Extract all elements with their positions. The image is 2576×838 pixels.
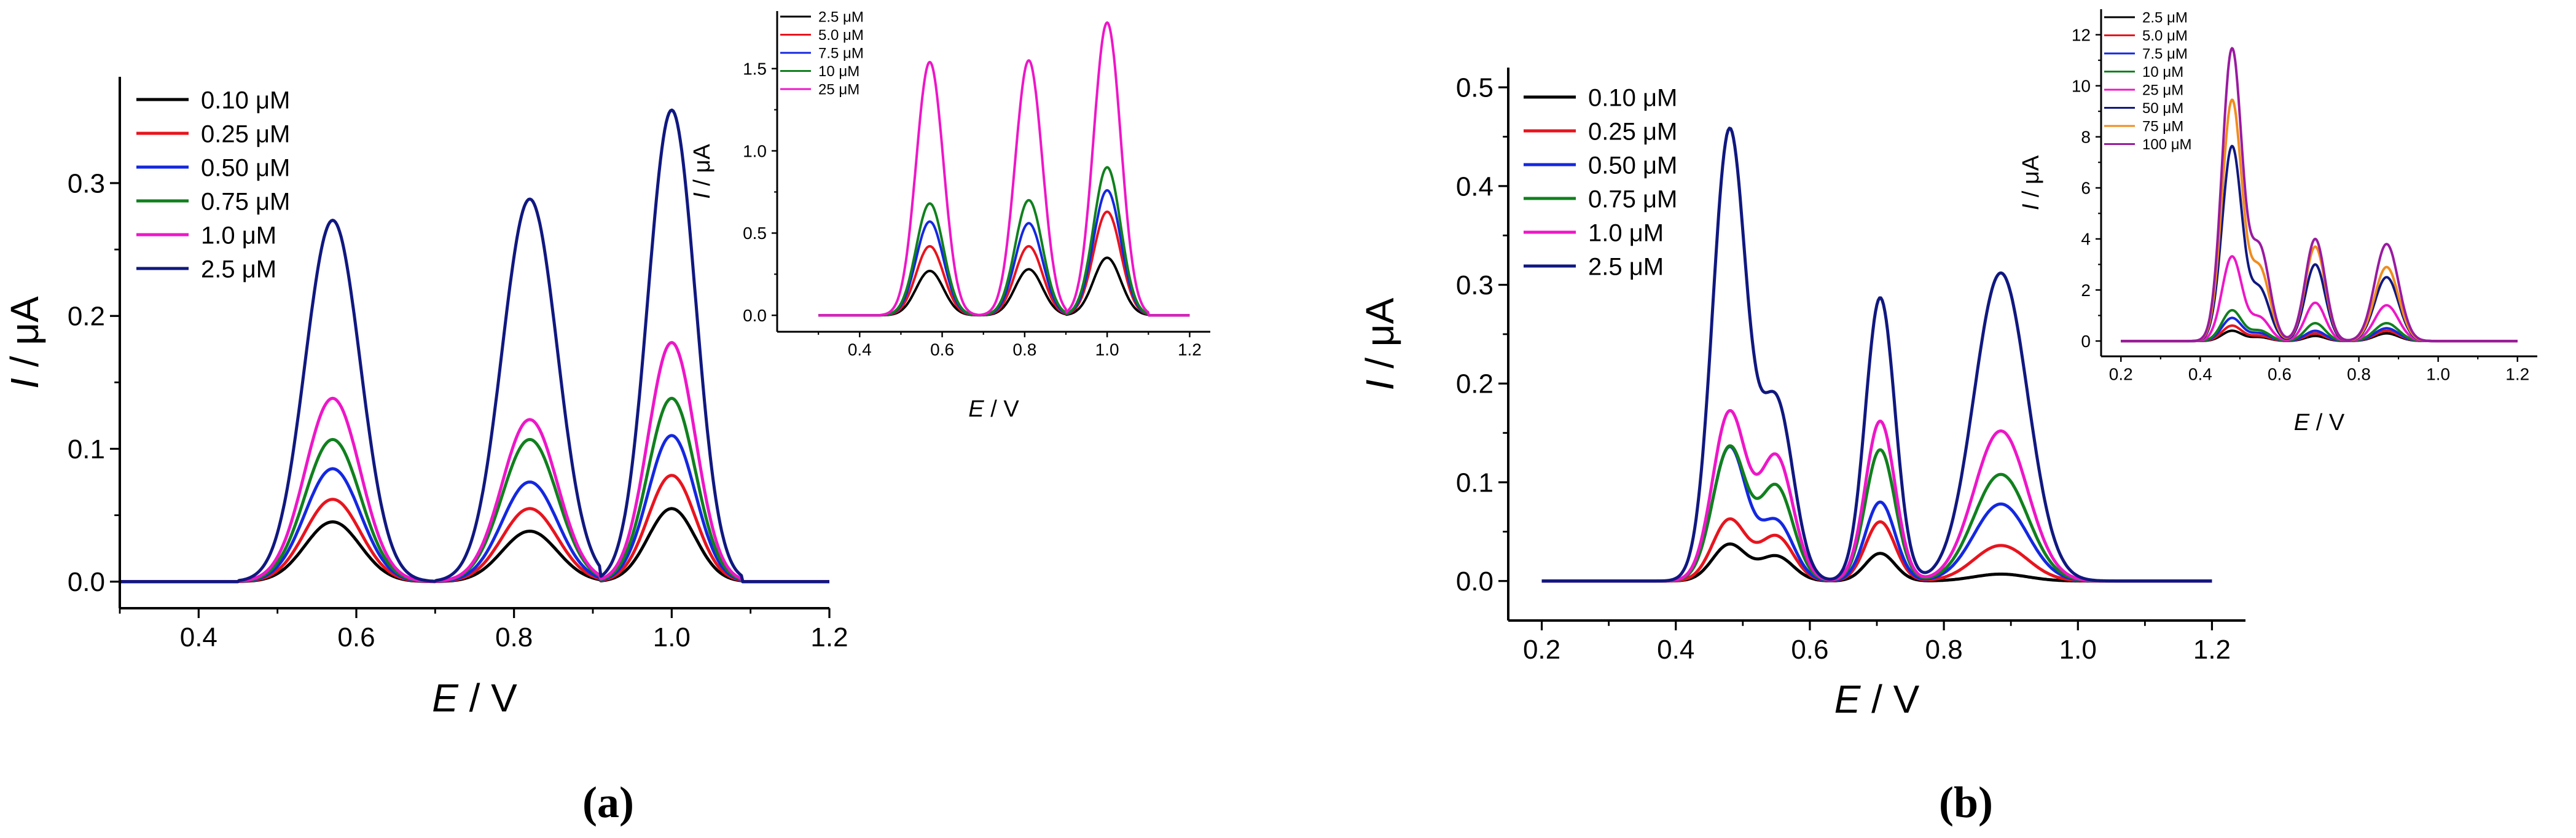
- series-line-b_inset-1: [2120, 324, 2518, 343]
- x-tick-label: 1.0: [1095, 340, 1119, 359]
- y-tick-label: 0: [2081, 332, 2091, 351]
- x-tick-label: 0.8: [495, 622, 533, 652]
- y-axis-label: I / μA: [2018, 155, 2044, 210]
- y-tick-label: 0.1: [68, 434, 105, 464]
- x-tick-label: 1.0: [2426, 364, 2450, 383]
- legend-label: 2.5 μM: [1588, 253, 1664, 280]
- series-line-a_inset-4: [818, 21, 1191, 317]
- x-tick-label: 0.8: [1925, 635, 1963, 665]
- y-tick-label: 6: [2081, 179, 2091, 198]
- y-tick-label: 12: [2072, 25, 2091, 44]
- legend-label: 0.75 μM: [1588, 186, 1677, 213]
- legend-label: 7.5 μM: [818, 45, 864, 62]
- y-tick-label: 0.3: [1456, 270, 1494, 300]
- y-tick-label: 2: [2081, 281, 2091, 300]
- series-line-a_inset-3: [818, 166, 1191, 317]
- series-line-b_main-1: [1541, 517, 2212, 583]
- legend-label: 25 μM: [2142, 82, 2183, 99]
- x-axis-label: E / V: [432, 676, 517, 720]
- legend-label: 0.25 μM: [1588, 118, 1677, 145]
- series-line-b_inset-7: [2120, 47, 2518, 343]
- y-tick-label: 1.5: [743, 59, 767, 78]
- y-tick-label: 0.1: [1456, 468, 1494, 498]
- legend-label: 50 μM: [2142, 100, 2183, 117]
- y-tick-label: 0.0: [743, 306, 767, 325]
- series-line-b_main-3: [1541, 444, 2212, 583]
- y-tick-label: 0.3: [68, 168, 105, 198]
- y-tick-label: 4: [2081, 230, 2091, 249]
- x-tick-label: 1.2: [2193, 635, 2231, 665]
- y-tick-label: 0.4: [1456, 171, 1494, 202]
- legend-label: 1.0 μM: [201, 222, 276, 249]
- x-tick-label: 0.6: [2268, 364, 2292, 383]
- panel-label-b: (b): [1939, 778, 1993, 827]
- x-tick-label: 1.0: [2059, 635, 2097, 665]
- y-tick-label: 0.5: [743, 224, 767, 243]
- series-line-a_main-4: [119, 341, 830, 584]
- legend-label: 0.50 μM: [1588, 152, 1677, 179]
- legend-label: 10 μM: [818, 63, 859, 80]
- y-tick-label: 1.0: [743, 141, 767, 160]
- y-axis-label: I / μA: [2, 296, 47, 389]
- legend-label: 100 μM: [2142, 136, 2192, 153]
- x-tick-label: 1.2: [1178, 340, 1202, 359]
- y-tick-label: 8: [2081, 128, 2091, 147]
- x-tick-label: 0.2: [2109, 364, 2133, 383]
- y-tick-label: 0.0: [68, 567, 105, 597]
- legend-label: 0.50 μM: [201, 154, 290, 181]
- legend-label: 2.5 μM: [201, 256, 276, 283]
- chart-b_main: 0.2 0.4 0.6 0.8 1.0 1.2 0.0 0.1 0.2 0.3 0.4 0.5 E / …: [1358, 68, 2245, 721]
- x-tick-label: 1.0: [653, 622, 691, 652]
- series-line-b_main-2: [1541, 445, 2212, 583]
- y-tick-label: 0.2: [68, 302, 105, 332]
- legend-label: 2.5 μM: [2142, 10, 2188, 26]
- series-line-a_main-5: [119, 108, 830, 584]
- x-axis-label: E / V: [1834, 677, 1920, 721]
- legend-label: 7.5 μM: [2142, 46, 2188, 63]
- series-line-b_main-0: [1541, 542, 2212, 583]
- y-tick-label: 10: [2072, 76, 2091, 95]
- legend-label: 10 μM: [2142, 64, 2183, 80]
- legend-label: 25 μM: [818, 82, 859, 98]
- y-axis-label: I / μA: [1358, 297, 1402, 390]
- x-tick-label: 1.2: [810, 622, 848, 652]
- legend-label: 0.75 μM: [201, 188, 290, 215]
- y-tick-label: 0.5: [1456, 73, 1494, 103]
- x-tick-label: 0.6: [337, 622, 375, 652]
- x-tick-label: 0.4: [848, 340, 872, 359]
- legend-label: 2.5 μM: [818, 9, 864, 26]
- x-tick-label: 0.4: [180, 622, 217, 652]
- chart-a_main: 0.4 0.6 0.8 1.0 1.2 0.0 0.1 0.2 0.3 E / V I / μA 0.…: [2, 77, 848, 720]
- series-line-a_main-3: [119, 396, 830, 584]
- legend-label: 0.10 μM: [1588, 84, 1677, 111]
- x-tick-label: 0.2: [1523, 635, 1560, 665]
- x-tick-label: 0.4: [1657, 635, 1694, 665]
- legend-label: 75 μM: [2142, 119, 2183, 135]
- series-line-b_main-5: [1541, 127, 2212, 583]
- x-tick-label: 0.8: [2347, 364, 2371, 383]
- chart-a_inset: 0.4 0.6 0.8 1.0 1.2 0.0 0.5 1.0 1.5 E / V I / μA 2.…: [689, 9, 1210, 422]
- legend-label: 5.0 μM: [818, 27, 864, 44]
- x-tick-label: 1.2: [2505, 364, 2529, 383]
- x-tick-label: 0.6: [1791, 635, 1828, 665]
- x-axis-label: E / V: [968, 396, 1019, 422]
- x-tick-label: 0.4: [2188, 364, 2212, 383]
- x-tick-label: 0.6: [930, 340, 954, 359]
- panel-label-a: (a): [582, 778, 634, 827]
- chart-b_inset: 0.2 0.4 0.6 0.8 1.0 1.2 0 2 4 6 8 10 12 E / V I / μA 2.…: [2018, 9, 2537, 436]
- legend-label: 5.0 μM: [2142, 28, 2188, 44]
- x-axis-label: E / V: [2294, 410, 2345, 436]
- y-tick-label: 0.2: [1456, 369, 1494, 399]
- y-tick-label: 0.0: [1456, 566, 1494, 597]
- y-axis-label: I / μA: [689, 144, 715, 199]
- legend-label: 0.25 μM: [201, 120, 290, 147]
- legend-label: 1.0 μM: [1588, 219, 1664, 246]
- x-tick-label: 0.8: [1012, 340, 1036, 359]
- legend-label: 0.10 μM: [201, 87, 290, 114]
